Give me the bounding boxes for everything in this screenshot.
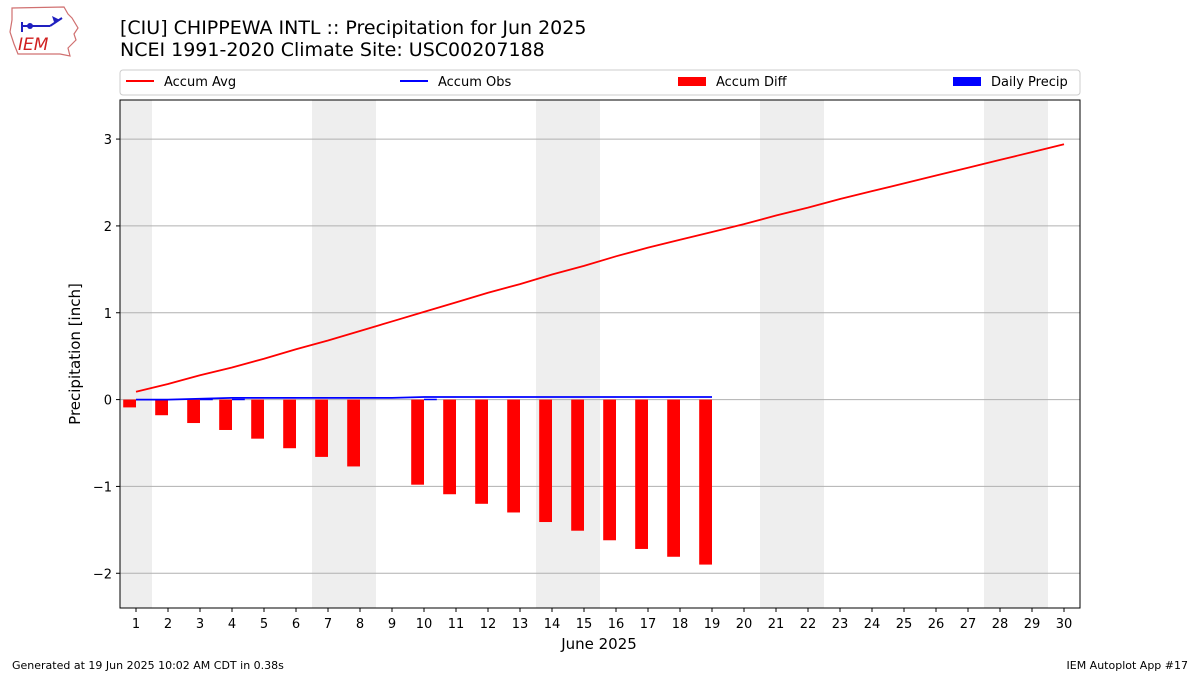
weekend-bands [120,100,1048,608]
y-axis-label: Precipitation [inch] [66,283,84,425]
legend-label: Accum Diff [716,75,788,90]
accum-diff-bar [539,399,552,523]
generated-timestamp: Generated at 19 Jun 2025 10:02 AM CDT in… [12,659,284,672]
accum-diff-bar [219,399,232,430]
weekend-band [120,100,152,608]
app-credit: IEM Autoplot App #17 [1066,659,1189,672]
accum-diff-bar [603,399,616,541]
chart-subtitle: NCEI 1991-2020 Climate Site: USC00207188 [120,39,545,61]
accum-diff-bar [699,399,712,565]
daily-precip-bar [200,398,213,401]
x-tick-label: 22 [800,617,817,632]
x-axis-label: June 2025 [560,635,637,653]
x-tick-label: 13 [512,617,529,632]
y-tick-label: 3 [104,133,112,148]
y-tick-label: 2 [104,220,112,235]
x-tick-label: 20 [736,617,753,632]
x-tick-label: 14 [544,617,561,632]
legend-bar-swatch [953,77,981,86]
accum-diff-bar [123,399,136,408]
weekend-band [536,100,600,608]
accum-diff-bar [251,399,264,439]
x-tick-label: 9 [388,617,396,632]
legend-box [119,69,1081,96]
x-tick-label: 18 [672,617,689,632]
x-tick-label: 28 [992,617,1009,632]
x-tick-label: 15 [576,617,593,632]
daily-precip-bar [232,398,245,401]
weekend-band [984,100,1048,608]
x-tick-label: 3 [196,617,204,632]
x-tick-label: 26 [928,617,945,632]
x-tick-label: 7 [324,617,332,632]
series-lines [135,143,1065,401]
plot-frame [119,99,1081,609]
iem-logo: IEM [6,4,82,60]
bars [123,398,712,565]
x-tick-label: 19 [704,617,721,632]
legend: Accum Avg Accum Obs Accum Diff Daily Precip [119,69,1081,96]
logo-text: IEM [18,35,49,55]
accum-diff-bar [411,399,424,485]
accum-diff-bar [315,399,328,457]
x-tick-label: 11 [448,617,465,632]
accum-diff-bar [155,399,168,416]
accum-diff-bar [283,399,296,449]
x-tick-label: 4 [228,617,236,632]
accum-diff-bar [443,399,456,495]
x-tick-label: 12 [480,617,497,632]
accum-diff-bar [187,399,200,424]
x-tick-label: 8 [356,617,364,632]
accum-diff-bar [571,399,584,531]
weekend-band [312,100,376,608]
x-tick-label: 10 [416,617,433,632]
grid-lines [120,138,1080,574]
y-tick-label: −2 [93,567,112,582]
y-tick-label: 0 [104,394,112,409]
legend-label: Accum Obs [438,75,511,90]
x-tick-label: 30 [1056,617,1073,632]
x-tick-label: 25 [896,617,913,632]
x-tick-label: 1 [132,617,140,632]
legend-label: Daily Precip [991,75,1068,90]
x-axis: 1 2 3 4 5 6 7 8 9 10 11 12 13 14 15 16 17 18 19 20 21 22 23 24 2… [132,608,1072,632]
accum-diff-bar [475,399,488,504]
x-tick-label: 21 [768,617,785,632]
x-tick-label: 27 [960,617,977,632]
accum-avg-line [135,143,1065,393]
accum-diff-bar [635,399,648,549]
accum-obs-line [136,396,712,401]
x-tick-label: 17 [640,617,657,632]
x-tick-label: 2 [164,617,172,632]
x-tick-label: 29 [1024,617,1041,632]
y-tick-label: 1 [104,307,112,322]
legend-bar-swatch [678,77,706,86]
x-tick-label: 5 [260,617,268,632]
x-tick-label: 16 [608,617,625,632]
x-tick-label: 24 [864,617,881,632]
x-tick-label: 23 [832,617,849,632]
accum-diff-bar [347,399,360,467]
accum-diff-bar [667,399,680,557]
weekend-band [760,100,824,608]
legend-label: Accum Avg [164,75,236,90]
y-axis: −2 −1 0 1 2 3 [93,133,120,582]
chart-title: [CIU] CHIPPEWA INTL :: Precipitation for… [120,17,587,39]
x-tick-label: 6 [292,617,300,632]
y-tick-label: −1 [93,480,112,495]
accum-diff-bar [507,399,520,513]
daily-precip-bar [424,398,437,401]
